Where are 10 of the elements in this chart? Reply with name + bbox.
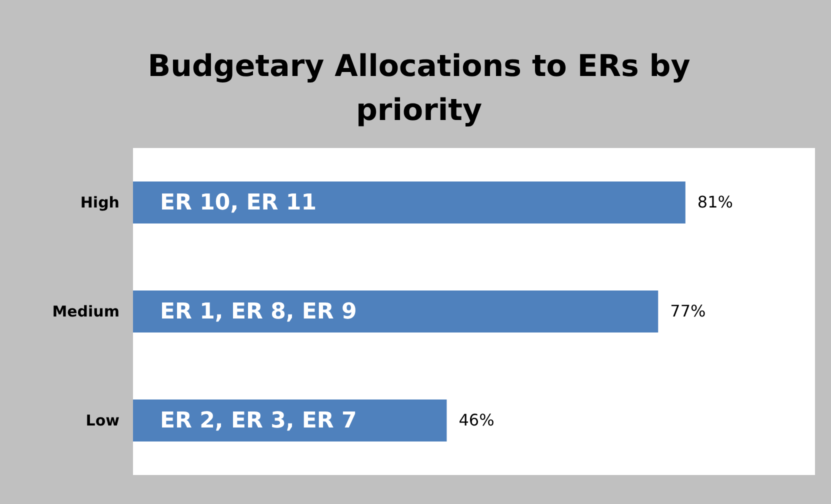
- annotation: ER 10, ER 11: [160, 190, 317, 216]
- data-label: 77%: [670, 302, 706, 320]
- y-tick-label: High: [80, 194, 120, 212]
- y-tick-label: Medium: [52, 302, 120, 320]
- chart-title: Budgetary Allocations to ERs by priority: [148, 49, 691, 128]
- annotation: ER 1, ER 8, ER 9: [160, 300, 357, 324]
- data-label: 81%: [697, 192, 733, 212]
- annotation: ER 2, ER 3, ER 7: [160, 408, 357, 434]
- data-label: 46%: [458, 410, 494, 430]
- y-tick-label: Low: [86, 412, 120, 430]
